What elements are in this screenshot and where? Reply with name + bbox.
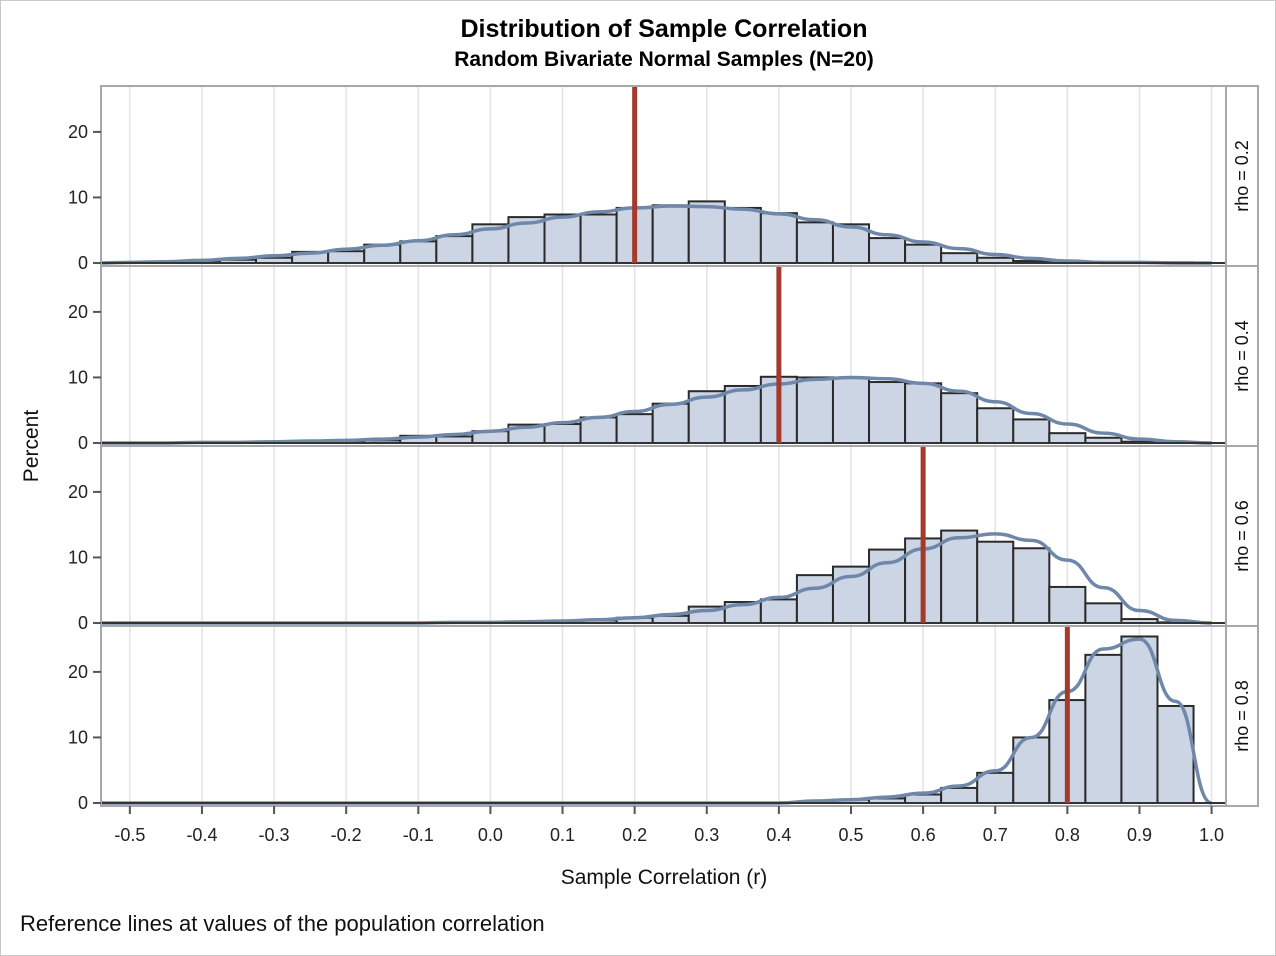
panel-strip-label: rho = 0.2 — [1232, 140, 1252, 212]
x-tick-label: 0.5 — [838, 825, 863, 845]
histogram-bar — [795, 221, 834, 265]
x-tick-label: 0.8 — [1055, 825, 1080, 845]
panels-group: rho = 0.2 0 10 20 rho = 0.4 0 10 20 rho = 0.6 0 10… — [68, 85, 1259, 813]
y-tick-label: 20 — [68, 662, 88, 682]
histogram-bar — [904, 243, 943, 264]
footnote: Reference lines at values of the populat… — [20, 911, 545, 936]
histogram-bar — [868, 381, 907, 444]
y-tick-label: 10 — [68, 367, 88, 387]
histogram-bar — [1048, 432, 1087, 444]
histogram-bar — [904, 382, 943, 445]
histogram-bar — [1012, 547, 1051, 624]
x-axis: -0.5 -0.4 -0.3 -0.2 -0.1 0.0 0.1 0.2 0.3 0.4 0.5 0.… — [114, 806, 1224, 845]
histogram-bar — [795, 376, 834, 445]
histogram-bar — [940, 786, 979, 805]
x-tick-label: 0.3 — [694, 825, 719, 845]
panel-3: rho = 0.6 0 10 20 — [68, 445, 1259, 633]
histogram-bar — [615, 413, 654, 444]
panel-1: rho = 0.2 0 10 20 — [68, 85, 1259, 273]
panel-strip — [1225, 85, 1259, 267]
histogram-bar — [651, 204, 690, 264]
x-tick-label: 1.0 — [1199, 825, 1224, 845]
panel-strip-label: rho = 0.4 — [1232, 320, 1252, 392]
y-tick-label: 0 — [78, 253, 88, 273]
histogram-bar — [1084, 653, 1123, 804]
histogram-bar — [940, 392, 979, 444]
histogram-bar — [579, 416, 618, 444]
histogram-bar — [976, 771, 1015, 804]
x-tick-label: 0.1 — [550, 825, 575, 845]
histogram-bar — [399, 240, 438, 265]
x-tick-label: -0.5 — [114, 825, 145, 845]
y-tick-label: 20 — [68, 482, 88, 502]
x-tick-label: 0.2 — [622, 825, 647, 845]
histogram-bar — [327, 250, 366, 264]
y-tick-label: 10 — [68, 547, 88, 567]
density-curve — [101, 375, 1212, 445]
histogram-bar — [795, 574, 834, 625]
histogram-bar — [687, 200, 726, 264]
panel-strip — [1225, 625, 1259, 807]
y-tick-label: 10 — [68, 727, 88, 747]
histogram-bar — [868, 237, 907, 264]
histogram-bar — [723, 206, 762, 264]
panel-strip — [1225, 445, 1259, 627]
y-tick-label: 0 — [78, 793, 88, 813]
histogram-bar — [976, 540, 1015, 625]
histogram-bar — [759, 598, 798, 625]
y-tick-label: 10 — [68, 187, 88, 207]
histogram-bar — [940, 529, 979, 624]
histogram-bar — [435, 235, 474, 264]
panel-strip-label: rho = 0.8 — [1232, 680, 1252, 752]
histogram-bar — [1048, 585, 1087, 625]
x-tick-label: -0.2 — [331, 825, 362, 845]
histogram-bar — [579, 213, 618, 265]
histogram-bar — [723, 384, 762, 445]
x-tick-label: -0.3 — [259, 825, 290, 845]
histogram-bar — [976, 407, 1015, 444]
chart-title: Distribution of Sample Correlation — [461, 15, 868, 43]
histogram-bar — [543, 422, 582, 445]
y-tick-label: 20 — [68, 302, 88, 322]
histogram-bar — [543, 213, 582, 265]
histogram-bar — [759, 212, 798, 265]
x-tick-label: -0.4 — [186, 825, 217, 845]
histogram-bar — [1120, 635, 1159, 804]
chart-subtitle: Random Bivariate Normal Samples (N=20) — [454, 48, 874, 71]
x-tick-label: 0.9 — [1127, 825, 1152, 845]
panel-strip-label: rho = 0.6 — [1232, 500, 1252, 572]
histogram-bar — [831, 376, 871, 445]
x-tick-label: 0.0 — [478, 825, 503, 845]
panel-4: rho = 0.8 0 10 20 — [68, 625, 1259, 813]
y-tick-label: 0 — [78, 433, 88, 453]
panel-strip — [1225, 265, 1259, 447]
x-axis-label: Sample Correlation (r) — [561, 866, 768, 889]
y-axis-label: Percent — [20, 410, 43, 483]
y-tick-label: 0 — [78, 613, 88, 633]
x-tick-label: -0.1 — [403, 825, 434, 845]
x-tick-label: 0.4 — [766, 825, 791, 845]
histogram-bar — [940, 252, 979, 265]
x-tick-label: 0.7 — [983, 825, 1008, 845]
y-tick-label: 20 — [68, 122, 88, 142]
x-tick-label: 0.6 — [911, 825, 936, 845]
panel-2: rho = 0.4 0 10 20 — [68, 265, 1259, 453]
histogram-bar — [1084, 602, 1123, 624]
density-curve — [100, 204, 1212, 265]
histogram-bar — [651, 402, 690, 444]
histogram-bar — [1012, 418, 1051, 444]
